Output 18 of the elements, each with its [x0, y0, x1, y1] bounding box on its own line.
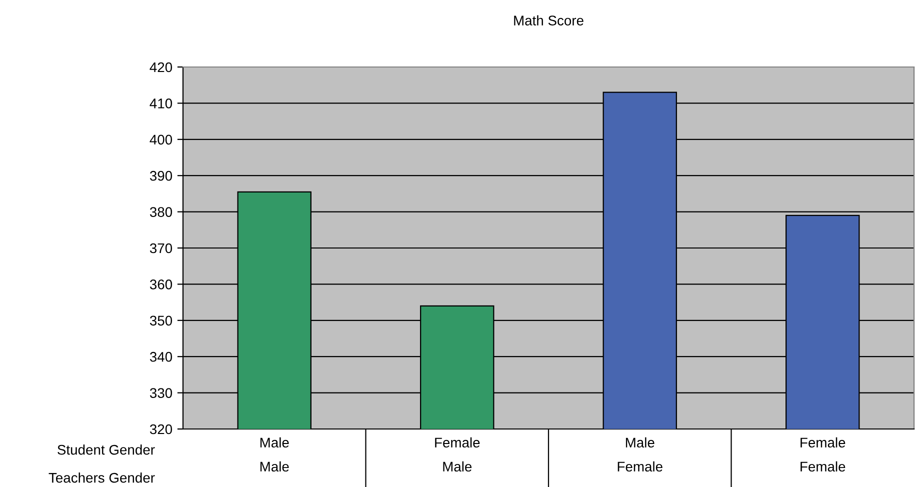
- y-tick-label: 340: [150, 352, 172, 362]
- x-tick-label: Female Male: [435, 437, 480, 472]
- chart-title: Math Score: [514, 15, 584, 26]
- y-tick-label: 390: [150, 170, 172, 181]
- text: Teachers Gender: [48, 472, 155, 483]
- text: Student Gender: [58, 444, 155, 455]
- y-tick-label: 360: [150, 280, 172, 290]
- y-tick-label: 420: [150, 62, 172, 72]
- y-tick-label: 320: [150, 424, 172, 434]
- y-tick-label: 410: [150, 98, 172, 108]
- y-tick-label: 380: [150, 207, 172, 217]
- x-tick-label: Male Female: [618, 437, 662, 472]
- x-tick-label: Male Male: [260, 437, 289, 472]
- y-tick-label: 350: [150, 316, 172, 326]
- y-tick-label: 400: [150, 134, 172, 145]
- y-tick-label: 370: [150, 243, 172, 254]
- y-tick-label: 330: [150, 388, 172, 398]
- x-tick-label: Female Female: [800, 437, 846, 472]
